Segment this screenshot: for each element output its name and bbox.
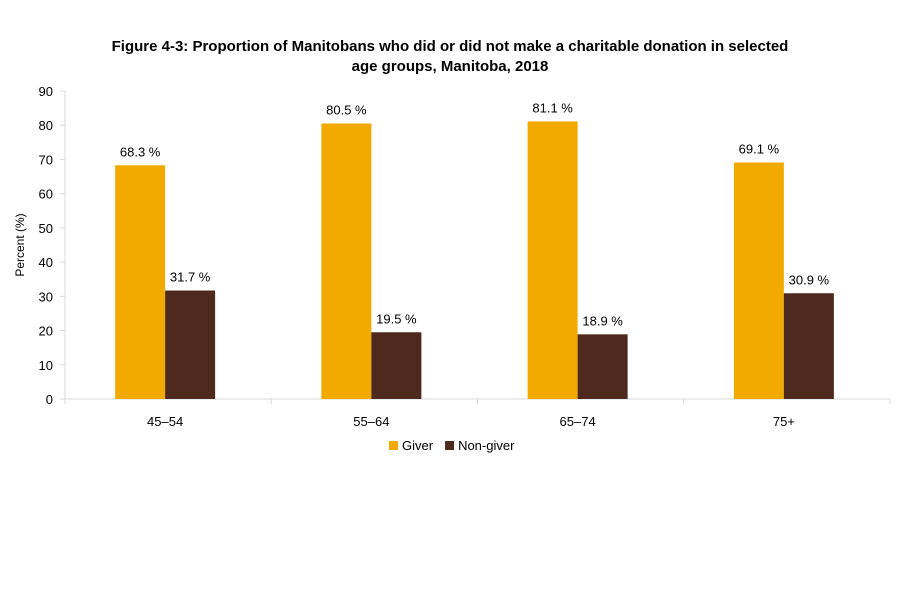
legend-swatch bbox=[445, 441, 455, 450]
y-tick-label: 60 bbox=[39, 187, 53, 202]
y-tick-label: 50 bbox=[39, 221, 53, 236]
y-tick-label: 20 bbox=[39, 324, 53, 339]
legend-swatch bbox=[389, 441, 398, 450]
bar-giver bbox=[527, 121, 578, 400]
data-label: 18.9 % bbox=[582, 313, 623, 328]
legend: Giver Non-giver bbox=[389, 438, 515, 453]
chart-title-line-1: Figure 4-3: Proportion of Manitobans who… bbox=[112, 38, 789, 55]
data-label: 81.1 % bbox=[532, 100, 573, 115]
x-tick-label: 55–64 bbox=[353, 414, 389, 429]
y-tick-label: 90 bbox=[39, 84, 53, 99]
bar-non-giver bbox=[783, 293, 834, 399]
data-label: 31.7 % bbox=[170, 270, 211, 285]
x-tick-label: 75+ bbox=[773, 414, 795, 429]
y-tick-label: 10 bbox=[39, 358, 53, 373]
data-label: 69.1 % bbox=[739, 142, 780, 157]
y-axis-label: Percent (%) bbox=[13, 213, 27, 276]
legend-label: Giver bbox=[402, 438, 434, 453]
x-tick-label: 45–54 bbox=[147, 414, 183, 429]
bar-non-giver bbox=[577, 334, 628, 399]
bar-non-giver bbox=[165, 290, 216, 399]
x-tick-label: 65–74 bbox=[560, 414, 596, 429]
y-tick-label: 40 bbox=[39, 255, 53, 270]
bar-giver bbox=[733, 162, 784, 399]
y-tick-label: 70 bbox=[39, 152, 53, 167]
y-tick-label: 80 bbox=[39, 118, 53, 133]
bar-giver bbox=[321, 123, 372, 399]
y-tick-label: 0 bbox=[46, 392, 53, 407]
y-tick-label: 30 bbox=[39, 289, 53, 304]
data-label: 80.5 % bbox=[326, 103, 367, 118]
data-label: 30.9 % bbox=[789, 272, 830, 287]
chart-title-line-2: age groups, Manitoba, 2018 bbox=[352, 58, 549, 75]
bar-non-giver bbox=[371, 332, 422, 399]
data-label: 19.5 % bbox=[376, 311, 417, 326]
legend-label: Non-giver bbox=[458, 438, 515, 453]
data-label: 68.3 % bbox=[120, 144, 161, 159]
bar-giver bbox=[115, 165, 166, 399]
